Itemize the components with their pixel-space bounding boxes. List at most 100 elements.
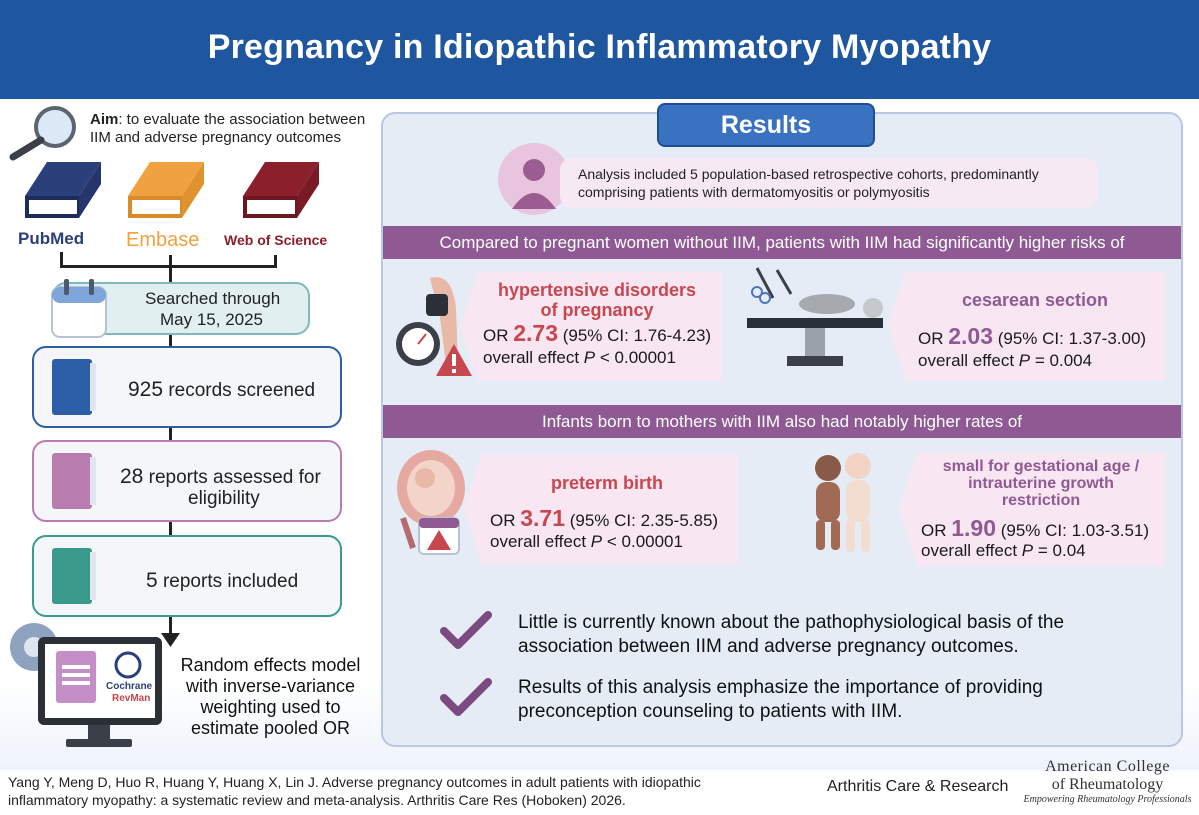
page-title: Pregnancy in Idiopathic Inflammatory Myo… <box>207 28 992 66</box>
or-value: 2.03 <box>948 323 993 349</box>
model-line-2: with inverse-variance <box>185 676 356 696</box>
model-description: Random effects model with inverse-varian… <box>163 655 378 739</box>
p-value: < 0.00001 <box>602 532 683 551</box>
included-count: 5 <box>146 569 158 592</box>
infants-icon <box>815 453 871 552</box>
analysis-line-1: Analysis included 5 population-based ret… <box>578 166 1039 182</box>
outcome-card-preterm <box>482 454 738 564</box>
analysis-summary: Analysis included 5 population-based ret… <box>560 158 1098 208</box>
surgery-table-icon <box>747 267 883 366</box>
p-value: = 0.004 <box>1030 351 1093 370</box>
journal-name: Arthritis Care & Research <box>827 778 1009 795</box>
effect-label: overall effect <box>921 541 1022 560</box>
assessed-text-2: eligibility <box>188 488 260 509</box>
outcome-card-sga <box>917 452 1165 566</box>
outcome-p: overall effect P = 0.004 <box>918 350 1092 372</box>
model-line-3: weighting used to <box>200 697 341 717</box>
arrow-down-icon <box>161 633 180 647</box>
outcome-p: overall effect P < 0.00001 <box>490 531 683 553</box>
logo-line: of Rheumatology <box>1051 776 1164 793</box>
ci-text: (95% CI: 1.76-4.23) <box>558 326 712 345</box>
assessed-label: reports assessed for <box>143 467 321 488</box>
book-icon <box>52 453 96 509</box>
methods-column: Aim: to evaluate the association between… <box>0 99 375 769</box>
or-label: OR <box>483 326 514 345</box>
citation: Yang Y, Meng D, Huo R, Huang Y, Huang X,… <box>8 773 768 809</box>
effect-label: overall effect <box>918 351 1019 370</box>
outcome-or: OR 1.90 (95% CI: 1.03-3.51) <box>921 517 1149 542</box>
embase-label: Embase <box>126 229 200 251</box>
band-maternal: Compared to pregnant women without IIM, … <box>383 226 1181 259</box>
or-value: 2.73 <box>513 320 558 346</box>
acr-logo: American College of Rheumatology Empower… <box>1020 758 1195 805</box>
calendar-icon <box>51 279 107 338</box>
p-value: = 0.04 <box>1033 541 1086 560</box>
connector-line <box>169 255 172 267</box>
webofscience-label: Web of Science <box>224 232 328 248</box>
card-pointer <box>888 271 906 381</box>
p-symbol: P <box>1021 541 1034 560</box>
connector-line <box>60 252 63 267</box>
model-line-1: Random effects model <box>180 655 361 675</box>
checkmark-icon <box>440 611 492 649</box>
or-value: 1.90 <box>951 515 996 541</box>
included-label: reports included <box>157 571 299 592</box>
card-pointer <box>464 454 482 564</box>
conclusion-text: Results of this analysis emphasize the i… <box>518 676 1158 724</box>
outcome-title: cesarean section <box>910 290 1160 310</box>
uterus-fetus-icon <box>397 450 465 555</box>
conclusion-line: Results of this analysis emphasize the i… <box>518 677 1043 698</box>
screened-count: 925 <box>128 378 164 401</box>
included-text: 5 reports included <box>146 569 298 593</box>
p-symbol: P <box>1018 351 1031 370</box>
screened-text: 925 records screened <box>128 378 315 402</box>
aim-label: Aim <box>90 111 119 128</box>
outcome-title: hypertensive disorders of pregnancy <box>487 280 707 320</box>
logo-line: American College <box>1045 758 1170 775</box>
software-name: Cochrane <box>106 681 153 692</box>
citation-line: Yang Y, Meng D, Huo R, Huang Y, Huang X,… <box>8 774 701 790</box>
aim-statement: Aim: to evaluate the association between… <box>90 111 370 147</box>
pubmed-label: PubMed <box>18 229 85 248</box>
screened-label: records screened <box>163 380 316 401</box>
outcome-p: overall effect P < 0.00001 <box>483 347 676 369</box>
effect-label: overall effect <box>490 532 591 551</box>
conclusion-text: Little is currently known about the path… <box>518 611 1158 659</box>
magnifier-icon <box>9 106 76 161</box>
outcome-title: preterm birth <box>482 473 732 493</box>
blood-pressure-icon <box>396 277 472 376</box>
search-line2: May 15, 2025 <box>160 310 264 329</box>
conclusion-line: preconception counseling to patients wit… <box>518 701 903 722</box>
p-symbol: P <box>590 532 603 551</box>
connector-line <box>169 335 172 347</box>
connector-line <box>169 428 172 441</box>
woman-avatar-icon <box>498 143 570 215</box>
outcome-card-hypertensive <box>477 271 722 381</box>
connector-line <box>274 255 277 267</box>
outcome-title-line: preterm birth <box>550 473 664 493</box>
or-label: OR <box>918 329 949 348</box>
outcome-p: overall effect P = 0.04 <box>921 540 1086 562</box>
aim-text: : to evaluate the association between II… <box>90 111 366 146</box>
model-line-4: estimate pooled OR <box>190 718 351 738</box>
p-value: < 0.00001 <box>595 348 676 367</box>
book-icon <box>52 548 96 604</box>
or-label: OR <box>490 511 521 530</box>
outcome-or: OR 2.73 (95% CI: 1.76-4.23) <box>483 322 711 347</box>
header-banner: Pregnancy in Idiopathic Inflammatory Myo… <box>0 0 1199 99</box>
connector-line <box>169 522 172 536</box>
card-pointer <box>460 271 478 381</box>
band-infant: Infants born to mothers with IIM also ha… <box>383 405 1181 438</box>
connector-line <box>169 265 172 283</box>
outcome-title-line: restriction <box>1001 492 1081 509</box>
outcome-title: small for gestational age / intrauterine… <box>917 458 1165 509</box>
outcome-card-cesarean <box>906 271 1165 381</box>
outcome-title-line: cesarean section <box>961 290 1109 310</box>
card-pointer <box>899 452 917 566</box>
conclusion-line: Little is currently known about the path… <box>518 612 1065 633</box>
outcome-title-line: hypertensive disorders <box>497 280 697 300</box>
computer-icon <box>10 623 162 747</box>
or-label: OR <box>921 521 952 540</box>
outcome-or: OR 2.03 (95% CI: 1.37-3.00) <box>918 325 1146 350</box>
software-name-2: RevMan <box>112 693 151 704</box>
